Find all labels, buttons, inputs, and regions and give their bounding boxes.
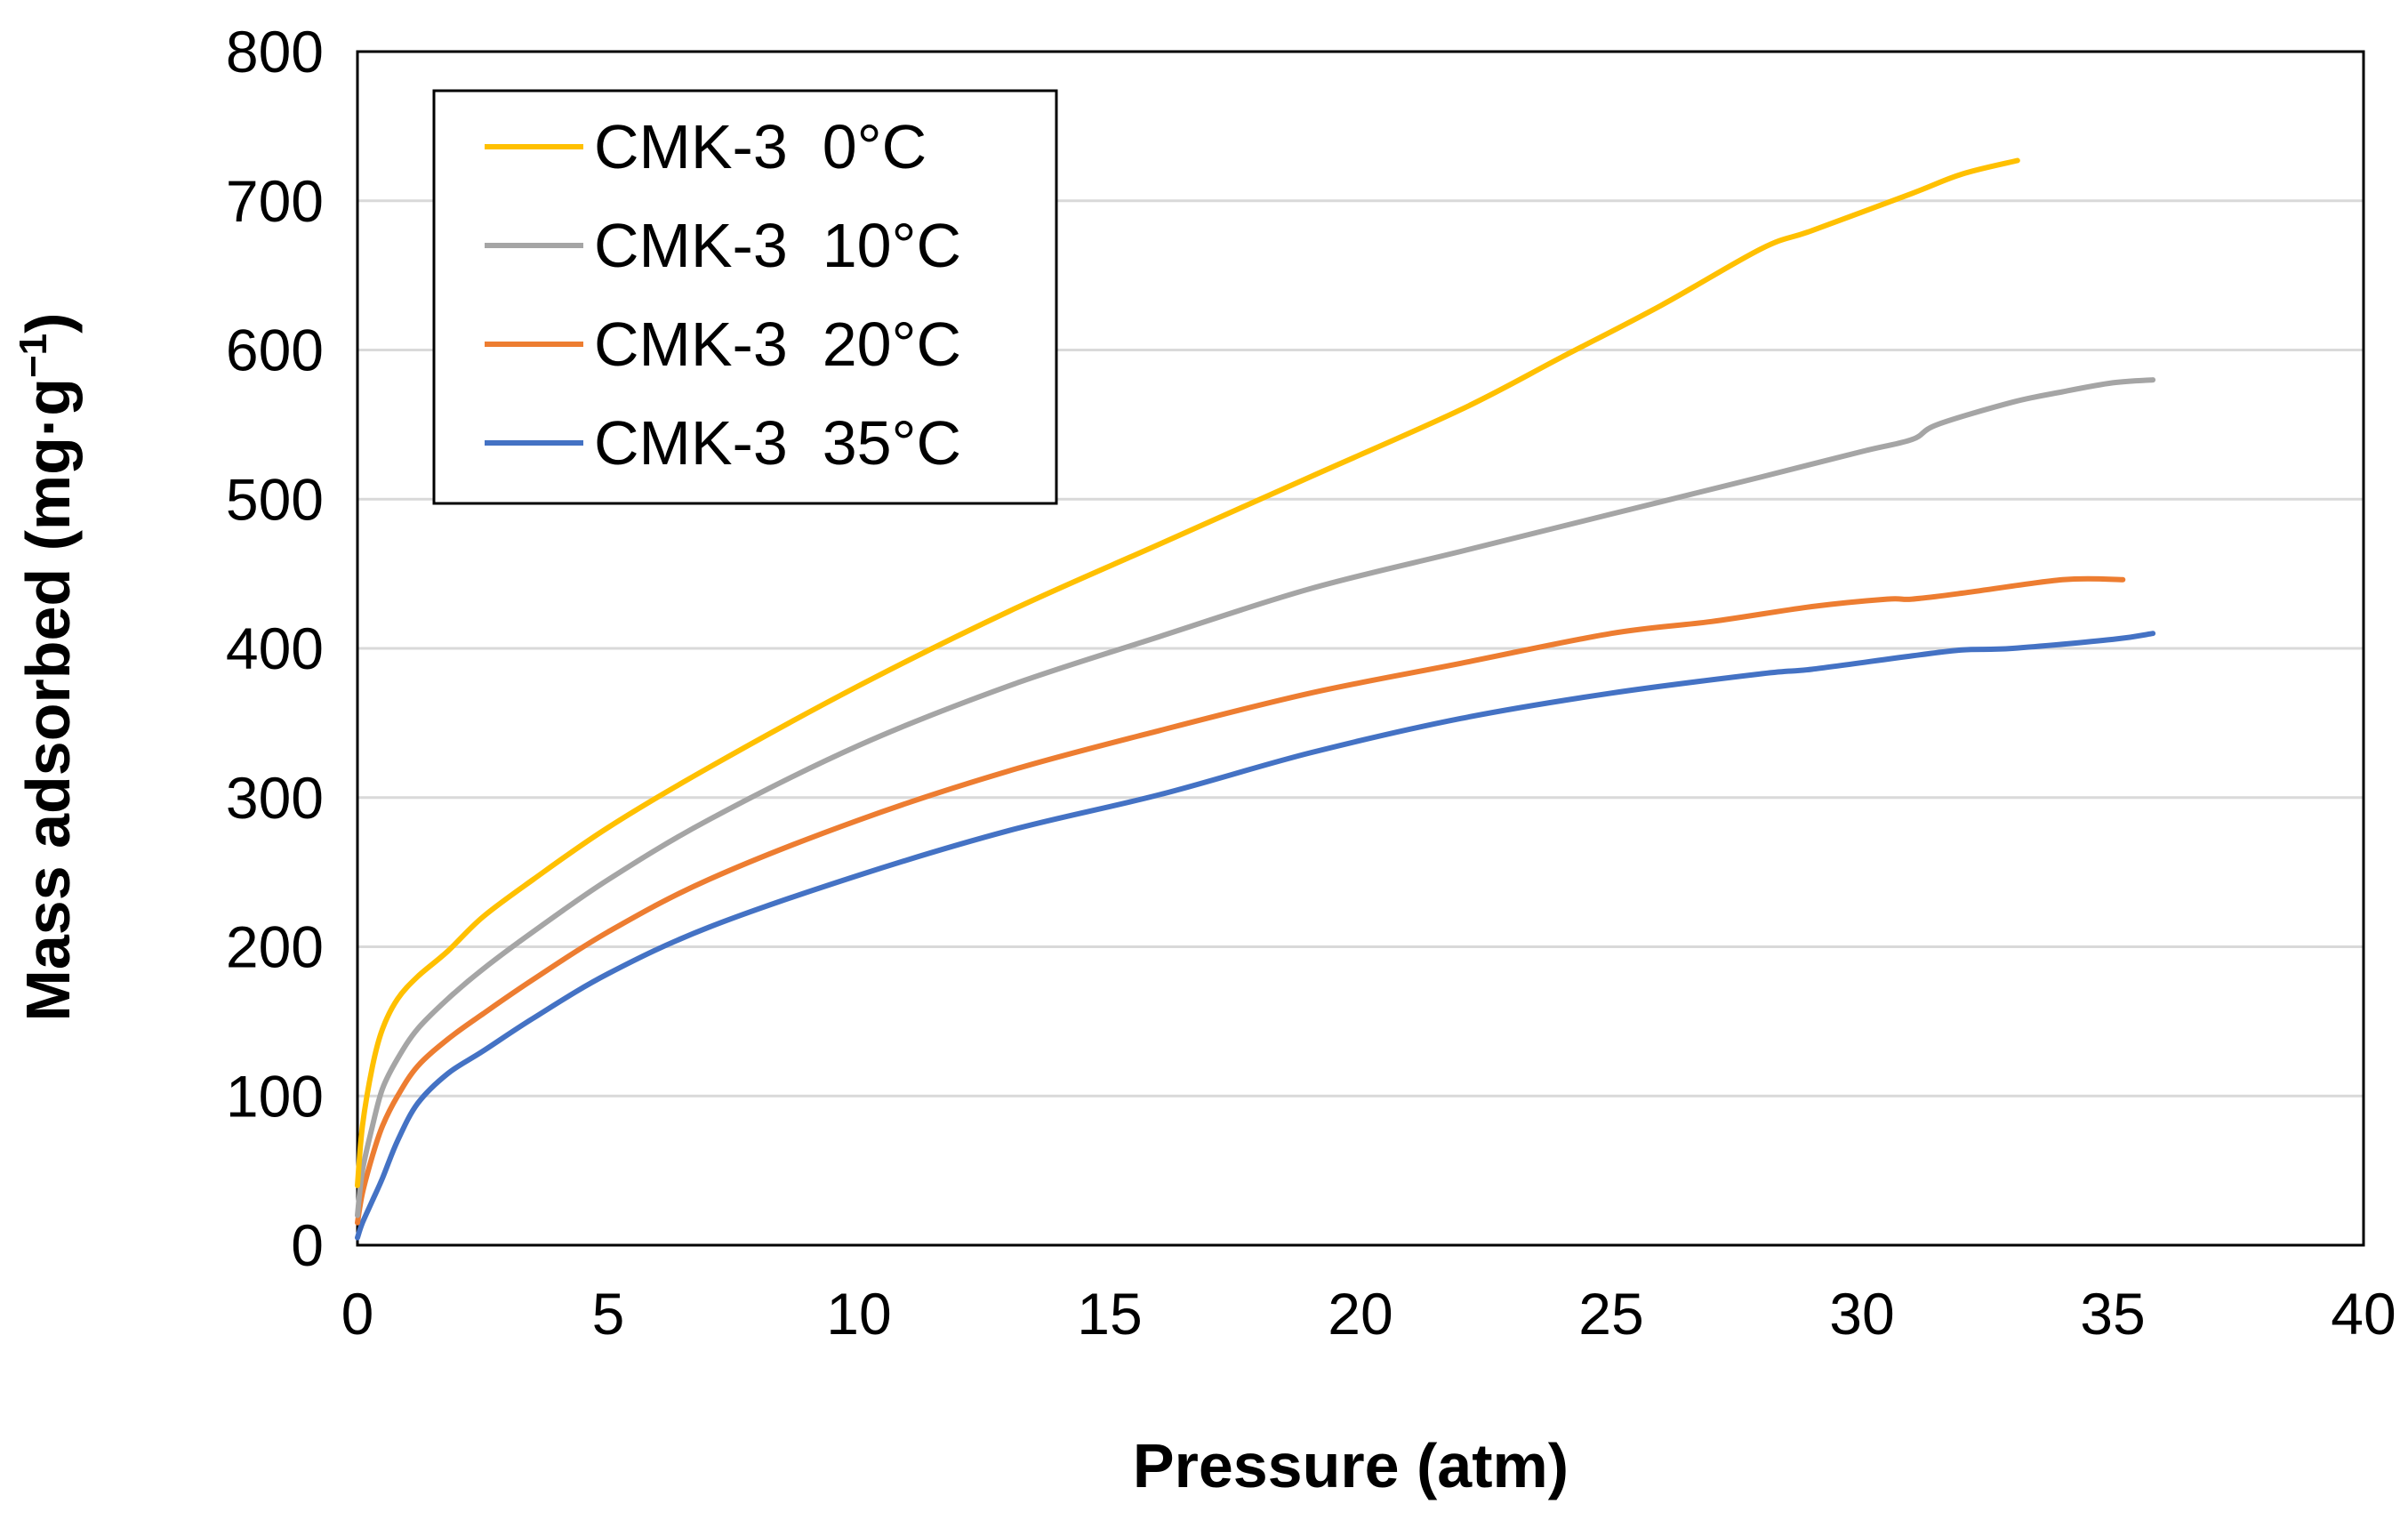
legend-label: CMK-3 20°C bbox=[594, 310, 961, 379]
series-line-cmk-3-10-c bbox=[355, 377, 2156, 1218]
y-axis-title: Mass adsorbed (mg·g−1) bbox=[12, 313, 83, 1022]
y-tick-label: 200 bbox=[226, 914, 324, 980]
y-axis-title-suffix: ) bbox=[13, 313, 83, 334]
series-line-cmk-3-20-c bbox=[355, 575, 2126, 1226]
x-tick-label: 30 bbox=[1829, 1281, 1894, 1347]
y-axis-title-superscript: −1 bbox=[12, 334, 55, 378]
series-lines bbox=[355, 157, 2156, 1241]
y-axis-tick-labels: 0 100 200 300 400 500 600 700 800 bbox=[226, 19, 324, 1278]
x-tick-label: 35 bbox=[2080, 1281, 2145, 1347]
y-axis-title-main: Mass adsorbed (mg·g bbox=[13, 378, 83, 1021]
legend-label: CMK-3 10°C bbox=[594, 211, 961, 280]
y-tick-label: 700 bbox=[226, 168, 324, 234]
y-tick-label: 800 bbox=[226, 19, 324, 84]
x-tick-label: 5 bbox=[592, 1281, 625, 1347]
x-tick-label: 40 bbox=[2331, 1281, 2396, 1347]
x-tick-label: 10 bbox=[826, 1281, 891, 1347]
x-tick-label: 20 bbox=[1328, 1281, 1393, 1347]
legend: CMK-3 0°C CMK-3 10°C CMK-3 20°C CMK-3 35°C bbox=[432, 89, 1058, 505]
plot-area-frame bbox=[356, 50, 2365, 1247]
x-tick-label: 25 bbox=[1578, 1281, 1643, 1347]
y-tick-label: 300 bbox=[226, 765, 324, 831]
x-tick-label: 15 bbox=[1077, 1281, 1142, 1347]
legend-label: CMK-3 35°C bbox=[594, 408, 961, 478]
y-tick-label: 600 bbox=[226, 318, 324, 383]
series-line-cmk-3-0-c bbox=[355, 157, 2020, 1188]
x-axis-tick-labels: 0 5 10 15 20 25 30 35 40 bbox=[341, 1281, 2396, 1347]
legend-box bbox=[432, 89, 1058, 505]
y-tick-label: 100 bbox=[226, 1063, 324, 1129]
x-axis-title: Pressure (atm) bbox=[1133, 1431, 1569, 1500]
y-tick-label: 400 bbox=[226, 615, 324, 681]
x-tick-label: 0 bbox=[341, 1281, 374, 1347]
y-tick-label: 500 bbox=[226, 466, 324, 532]
gridlines bbox=[357, 199, 2364, 1098]
series-line-cmk-3-35-c bbox=[355, 631, 2156, 1241]
legend-label: CMK-3 0°C bbox=[594, 112, 927, 181]
y-tick-label: 0 bbox=[291, 1212, 324, 1278]
